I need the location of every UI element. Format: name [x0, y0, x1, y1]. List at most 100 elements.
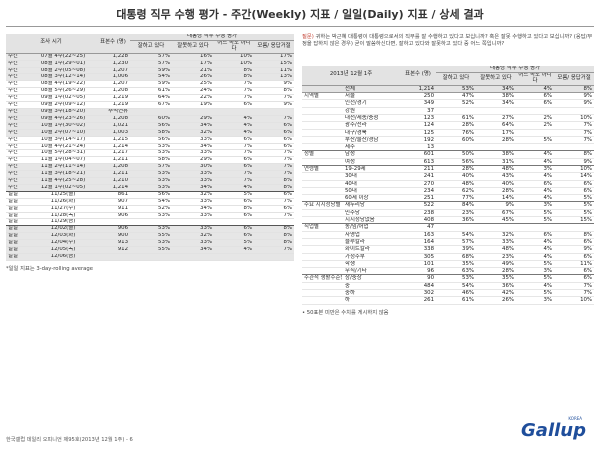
table-cell: 5% [554, 201, 595, 210]
table-cell: 77% [436, 194, 477, 203]
table-cell: 4% [516, 282, 555, 291]
table-row: 지지정당없음 408 36% 45% 5% 15% [302, 216, 595, 225]
table-cell: 408 [400, 216, 437, 225]
table-cell: 48% [436, 180, 477, 188]
table-row: 주간 09월 4주(23~26) 1,208 60% 29% 4% 7% [6, 115, 295, 123]
table-cell: 34% [172, 122, 214, 130]
table-cell: 56% [130, 191, 172, 199]
table-cell [516, 129, 555, 137]
table-cell: 33% [476, 238, 517, 247]
table-row: 주간 08월 1주(29~01) 1,230 57% 17% 10% 15% [6, 60, 295, 68]
table-cell: 613 [400, 158, 437, 167]
row-type: 일일 [6, 253, 30, 261]
row-type: 주간 [6, 67, 30, 75]
table-cell: 8% [554, 150, 595, 159]
table-cell: 56% [436, 158, 477, 167]
table-row: 연령별 19-29세 211 28% 48% 3% 10% [302, 165, 595, 174]
table-row: 주간 08월 5주(26~29) 1,208 61% 24% 7% 8% [6, 87, 295, 96]
table-cell: 33% [172, 136, 214, 144]
weekly-daily-rows: 주간 07월 4주(22~25) 1,228 57% 16% 10% 17% 주간 08월 1주… [6, 53, 295, 261]
table-cell: 211 [400, 165, 437, 174]
row-type: 일일 [6, 205, 30, 213]
logo-subtext: KOREA [568, 416, 582, 421]
table-cell: 62% [436, 187, 477, 196]
table-cell: 6% [554, 180, 595, 188]
row-category: 블루칼라 [342, 238, 401, 247]
table-cell: 61% [436, 114, 477, 123]
table-cell: 17% [254, 53, 295, 61]
table-cell: 76% [436, 129, 477, 137]
table-cell: 1,003 [96, 129, 130, 137]
table-cell [554, 143, 595, 152]
table-row: 주간 11월 1주(04~07) 1,211 58% 29% 6% 7% [6, 156, 295, 165]
table-cell: 84% [436, 201, 477, 210]
table-cell: 7% [254, 115, 295, 123]
bad-header: 잘못하고 있다 [172, 40, 214, 54]
table-cell: 26% [476, 296, 517, 305]
row-period: 09월 3주(18~20) [30, 108, 96, 116]
table-cell [214, 108, 254, 116]
table-row: 주요 지지정당별 새누리당 522 84% 9% 3% 5% [302, 201, 595, 210]
table-cell: 27% [476, 114, 517, 123]
table-cell: 5% [516, 216, 555, 225]
table-cell: 1,210 [96, 177, 130, 185]
table-cell [172, 108, 214, 116]
table-cell: 28% [476, 136, 517, 145]
table-cell: 8% [214, 205, 254, 213]
table-row: 민주당 238 23% 67% 5% 5% [302, 209, 595, 218]
table-cell: 33% [172, 170, 214, 179]
table-cell: 6% [554, 187, 595, 196]
table-cell: 4% [516, 238, 555, 247]
row-type: 주간 [6, 122, 30, 130]
table-cell: 53% [436, 274, 477, 283]
row-category: 화이트칼라 [342, 245, 401, 254]
table-row: 중하 302 46% 42% 5% 7% [302, 289, 595, 298]
table-cell: 1,219 [96, 94, 130, 103]
row-category: 서울 [342, 92, 401, 101]
table-cell: 40% [476, 180, 517, 188]
table-cell: 35% [436, 260, 477, 269]
table-cell [554, 223, 595, 232]
table-cell: 9% [554, 92, 595, 101]
table-cell: 10% [214, 53, 254, 61]
table-cell: 33% [172, 212, 214, 220]
row-group: 주관적 생활수준별 [302, 274, 342, 283]
table-cell [254, 253, 295, 261]
table-cell: 1,215 [96, 136, 130, 144]
table-cell: 39% [436, 245, 477, 254]
table-cell: 11% [554, 260, 595, 269]
table-row: 하 261 61% 26% 3% 10% [302, 296, 595, 305]
table-cell: 15% [554, 216, 595, 225]
table-cell: 11% [254, 67, 295, 75]
row-group [302, 121, 342, 130]
table-cell: 9% [254, 101, 295, 109]
table-cell: 7% [214, 80, 254, 89]
table-row: 가정주부 305 68% 23% 4% 6% [302, 253, 595, 261]
table-cell: 53% [130, 170, 172, 179]
page-title: 대통령 직무 수행 평가 - 주간(Weekly) 지표 / 일일(Daily)… [116, 8, 484, 21]
table-cell: 4% [214, 184, 254, 192]
table-cell: 6% [214, 156, 254, 165]
row-period: 07월 4주(22~25) [30, 53, 96, 61]
row-group [302, 209, 342, 218]
row-category: 40대 [342, 180, 401, 188]
row-period: 12/05(목) [30, 246, 96, 254]
row-category: 인천/경기 [342, 99, 401, 108]
table-cell: 55% [130, 246, 172, 254]
table-cell: 48% [476, 165, 517, 174]
table-cell: 53% [130, 184, 172, 192]
table-cell: 28% [476, 267, 517, 276]
table-cell: 1,230 [96, 60, 130, 68]
table-cell: 5% [554, 194, 595, 203]
table-cell: 61% [130, 87, 172, 96]
table-cell: 34% [476, 85, 517, 94]
table-cell: 2% [516, 114, 555, 123]
table-cell: 6% [214, 101, 254, 109]
table-cell: 5% [554, 209, 595, 218]
table-row: 일일 11/27(수) 911 52% 34% 8% 6% [6, 205, 295, 213]
table-cell: 4% [214, 122, 254, 130]
table-cell [130, 218, 172, 227]
table-cell: 7% [254, 170, 295, 179]
table-cell: 55% [130, 232, 172, 241]
detail-period-header: 2013년 12월 1주 [302, 66, 401, 86]
